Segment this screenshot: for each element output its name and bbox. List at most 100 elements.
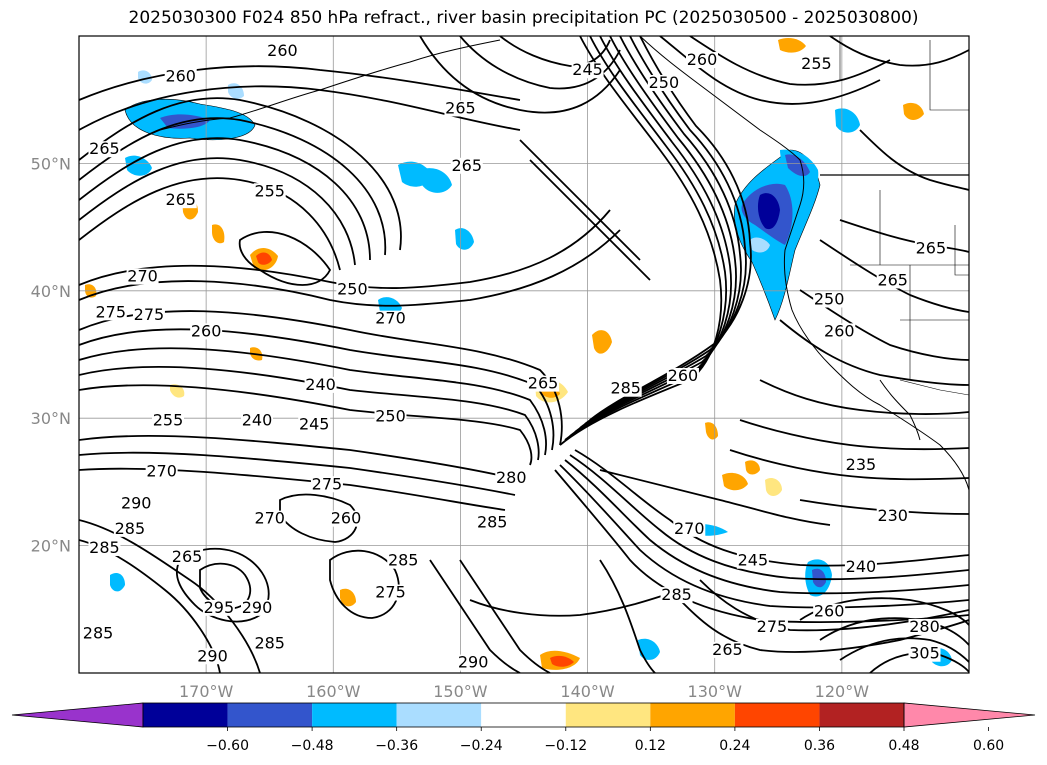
contour-label-background <box>736 552 769 569</box>
lon-tick-label: 140°W <box>560 682 615 701</box>
contour-label: 245 <box>299 414 330 433</box>
contour-label: 280 <box>909 617 940 636</box>
contour-label-background <box>457 654 490 671</box>
contour-label: 270 <box>674 519 705 538</box>
latitude-tick-labels: 20°N 30°N 40°N 50°N <box>31 154 71 555</box>
baja-california-coastline <box>879 379 921 441</box>
contour-label-background <box>444 100 477 117</box>
contour-label-background <box>298 416 331 433</box>
contour-label-background <box>190 323 223 340</box>
contour-label: 270 <box>375 309 406 328</box>
contour-label-background <box>673 520 706 537</box>
lon-tick-label: 150°W <box>433 682 488 701</box>
contour-label-background <box>94 304 127 321</box>
colorbar-tick-label: −0.36 <box>375 738 418 754</box>
contour-label: 285 <box>89 538 120 557</box>
contour-label: 230 <box>877 506 908 525</box>
contour-label-background <box>660 587 693 604</box>
north-america-west-coastline <box>639 36 969 491</box>
contour-label: 255 <box>801 54 832 73</box>
contour-label-background <box>387 552 420 569</box>
contour-label-background <box>145 463 178 480</box>
colorbar-tick-label: −0.48 <box>291 738 334 754</box>
contour-label: 275 <box>375 583 406 602</box>
contour-label: 305 <box>909 644 940 663</box>
contour-label: 285 <box>115 519 146 538</box>
contour-label-background <box>253 510 286 527</box>
contour-label-background <box>908 618 941 635</box>
contour-label-background <box>202 599 235 616</box>
colorbar-segment <box>734 703 820 727</box>
contour-label: 260 <box>191 321 222 340</box>
contour-label: 250 <box>375 407 406 426</box>
contour-label-background <box>82 625 115 642</box>
contour-label: 285 <box>477 512 508 531</box>
lon-tick-label: 170°W <box>179 682 234 701</box>
lon-tick-label: 120°W <box>815 682 870 701</box>
contour-label: 280 <box>496 468 527 487</box>
contour-label: 260 <box>824 321 855 340</box>
contour-label-background <box>609 380 642 397</box>
colorbar-min-extension <box>11 702 144 728</box>
coastlines-borders <box>159 36 969 491</box>
colorbar-tick-label: −0.60 <box>206 738 249 754</box>
contour-label: 245 <box>572 60 603 79</box>
contour-label-background <box>88 539 121 556</box>
contour-label: 240 <box>242 411 273 430</box>
contour-label-background <box>647 74 680 91</box>
colorbar-segment <box>481 703 566 727</box>
contour-label-background <box>164 68 197 85</box>
contour-label: 265 <box>712 640 743 659</box>
contour-label-background <box>171 548 204 565</box>
contour-label-background <box>571 62 604 79</box>
colorbar-segment <box>565 703 651 727</box>
contour-label: 290 <box>242 598 273 617</box>
contour-label-background <box>196 648 229 665</box>
contour-label: 285 <box>83 623 114 642</box>
contour-label-background <box>304 376 337 393</box>
contour-label: 260 <box>165 67 196 86</box>
map-frame <box>78 35 970 674</box>
contour-label-background <box>374 310 407 327</box>
contour-label: 235 <box>846 455 877 474</box>
contour-label-background <box>711 641 744 658</box>
contour-label-background <box>132 306 165 323</box>
colorbar-segment <box>227 703 313 727</box>
contour-label-background <box>164 192 197 209</box>
contour-label: 270 <box>146 462 177 481</box>
contour-label-background <box>686 52 718 69</box>
colorbar-tick-label: 0.12 <box>635 738 666 754</box>
contour-label: 265 <box>916 239 947 258</box>
lon-tick-label: 130°W <box>688 682 743 701</box>
contour-label: 270 <box>127 267 158 286</box>
contour-label-background <box>844 457 877 474</box>
contour-label: 290 <box>121 493 152 512</box>
contour-label-background <box>241 599 273 616</box>
contour-label: 245 <box>738 551 769 570</box>
contour-label-background <box>266 43 299 60</box>
contour-label: 265 <box>528 374 559 393</box>
contour-label-background <box>120 495 153 512</box>
contour-label: 285 <box>254 634 285 653</box>
contour-label-background <box>374 584 407 601</box>
contour-label: 285 <box>388 551 419 570</box>
colorbar-segment <box>650 703 735 727</box>
contour-label: 290 <box>197 646 228 665</box>
longitude-tick-labels: 170°W 160°W 150°W 140°W 130°W 120°W <box>179 682 869 701</box>
contour-label-background <box>152 412 184 429</box>
contour-label-background <box>336 281 369 298</box>
contour-label-background <box>374 408 407 425</box>
lat-tick-label: 20°N <box>31 537 71 556</box>
colorbar-tick-label: 0.24 <box>719 738 750 754</box>
contour-label-background <box>908 645 941 662</box>
colorbar-outline <box>142 702 905 728</box>
contour-label-background <box>876 272 909 289</box>
contour-label-background <box>876 508 909 525</box>
contour-label: 265 <box>452 156 483 175</box>
us-mexico-border <box>899 379 969 396</box>
contour-label: 265 <box>877 270 908 289</box>
contour-label: 275 <box>757 617 788 636</box>
